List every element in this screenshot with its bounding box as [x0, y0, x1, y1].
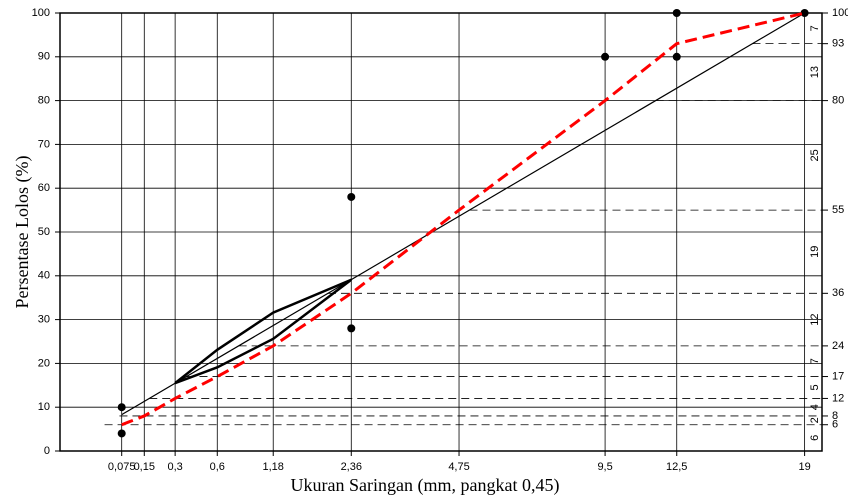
x-tick-label: 0,15 — [134, 461, 155, 473]
y-tick-label: 70 — [38, 138, 50, 150]
x-tick-label: 1,18 — [263, 461, 284, 473]
y-tick-label: 10 — [38, 401, 50, 413]
y2-tick-label: 17 — [832, 370, 844, 382]
y-tick-label: 60 — [38, 182, 50, 194]
data-point — [800, 9, 809, 17]
y-tick-label: 100 — [32, 7, 50, 19]
y-tick-label: 50 — [38, 226, 50, 238]
y-tick-label: 80 — [38, 95, 50, 107]
y2-interval-label: 19 — [809, 246, 821, 258]
y2-tick-label: 12 — [832, 392, 844, 404]
data-point — [601, 52, 610, 61]
y2-tick-label: 8 — [832, 410, 838, 422]
y2-interval-label: 12 — [809, 313, 821, 325]
x-axis-label: Ukuran Saringan (mm, pangkat 0,45) — [291, 475, 560, 496]
y2-tick-label: 6 — [832, 419, 838, 431]
x-tick-label: 19 — [798, 461, 810, 473]
y-tick-label: 40 — [38, 270, 50, 282]
data-point — [672, 52, 681, 61]
data-point — [347, 324, 356, 333]
series-line — [174, 278, 353, 385]
y-tick-label: 30 — [38, 314, 50, 326]
y2-tick-label: 80 — [832, 95, 844, 107]
y2-interval-label: 4 — [809, 404, 821, 410]
data-point — [672, 9, 681, 17]
y2-interval-label: 7 — [809, 25, 821, 31]
x-tick-label: 9,5 — [597, 461, 612, 473]
series-line — [121, 11, 805, 427]
x-tick-label: 0,6 — [210, 461, 225, 473]
y2-tick-label: 36 — [832, 287, 844, 299]
y2-interval-label: 25 — [809, 149, 821, 161]
y-axis-label: Persentase Lolos (%) — [12, 156, 33, 309]
y-tick-label: 0 — [44, 445, 50, 457]
x-tick-label: 2,36 — [341, 461, 362, 473]
series-line — [121, 12, 805, 416]
y-tick-label: 90 — [38, 51, 50, 63]
y-tick-label: 20 — [38, 357, 50, 369]
y2-interval-label: 2 — [809, 417, 821, 423]
x-tick-label: 12,5 — [666, 461, 687, 473]
data-point — [347, 192, 356, 201]
y2-interval-label: 5 — [809, 384, 821, 390]
x-tick-label: 0,3 — [167, 461, 182, 473]
data-point — [117, 403, 126, 412]
y2-tick-label: 24 — [832, 340, 844, 352]
plot-frame — [59, 12, 823, 452]
y2-interval-label: 13 — [809, 66, 821, 78]
y2-interval-label: 6 — [809, 435, 821, 441]
y2-interval-label: 7 — [809, 358, 821, 364]
x-tick-label: 0,075 — [108, 461, 136, 473]
data-point — [117, 429, 126, 438]
y2-tick-label: 55 — [832, 204, 844, 216]
x-tick-label: 4,75 — [448, 461, 469, 473]
y2-tick-label: 100 — [832, 7, 848, 19]
y2-tick-label: 93 — [832, 38, 844, 50]
series-line — [174, 278, 352, 385]
